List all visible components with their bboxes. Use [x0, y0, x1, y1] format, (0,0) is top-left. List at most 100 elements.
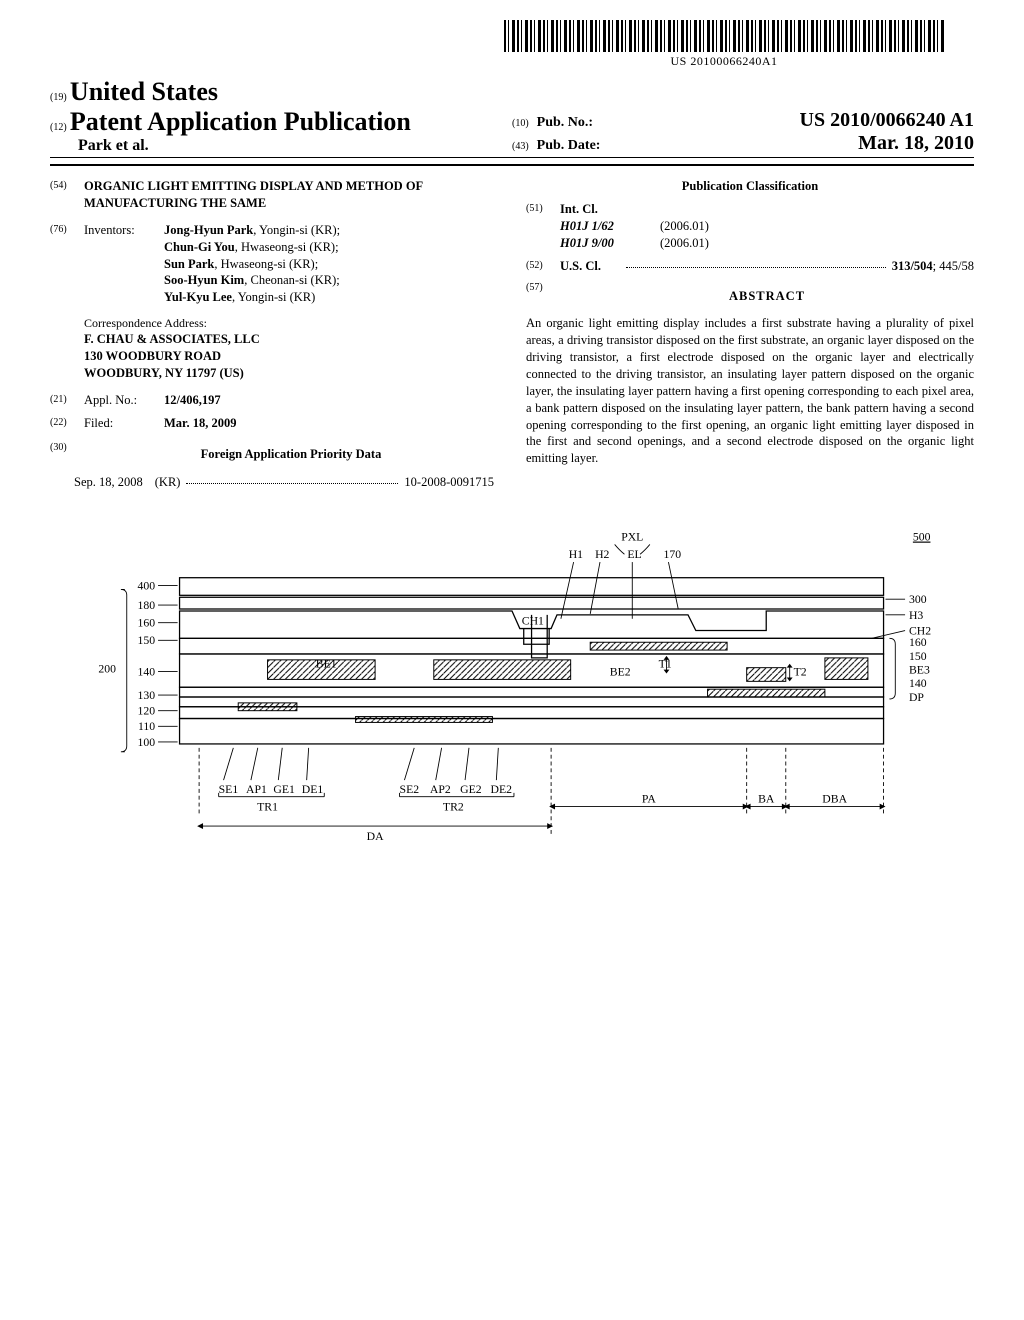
fig-tr2-se2: SE2: [400, 783, 420, 796]
fig-region-da: DA: [367, 830, 384, 843]
barcode-lines: [504, 20, 944, 52]
fig-label-300: 300: [909, 593, 927, 606]
correspondence-line: F. CHAU & ASSOCIATES, LLC: [84, 331, 498, 348]
fig-tr1-ap1: AP1: [246, 783, 267, 796]
header: (19) United States (12) Patent Applicati…: [50, 77, 974, 166]
abstract-heading-row: (57) ABSTRACT: [526, 280, 974, 309]
classification-heading: Publication Classification: [526, 178, 974, 195]
inventors-code: (76): [50, 222, 74, 306]
intcl-code: (51): [526, 201, 550, 252]
fig-tr2-ge2: GE2: [460, 783, 482, 796]
fig-tr1-ge1: GE1: [273, 783, 295, 796]
pubno-code: (10): [512, 118, 529, 129]
fig-label-r140: 140: [909, 677, 927, 690]
right-column: Publication Classification (51) Int. Cl.…: [526, 178, 974, 491]
title-code: (54): [50, 178, 74, 212]
fig-tr1-de1: DE1: [302, 783, 324, 796]
intcl-class: H01J 1/62: [560, 218, 660, 235]
svg-text:110: 110: [138, 720, 155, 733]
applno-value: 12/406,197: [164, 392, 498, 409]
svg-text:160: 160: [138, 617, 156, 630]
svg-text:120: 120: [138, 705, 156, 718]
barcode-area: US 20100066240A1: [50, 20, 974, 69]
fig-tr2-ap2: AP2: [430, 783, 451, 796]
filed-label: Filed:: [84, 415, 164, 432]
fig-label-ch1: CH1: [522, 615, 544, 628]
fig-tr1-se1: SE1: [219, 783, 239, 796]
inventor-loc: , Yongin-si (KR);: [253, 223, 340, 237]
uscl-label: U.S. Cl.: [560, 258, 620, 275]
fig-label-r150: 150: [909, 650, 927, 663]
fig-region-ba: BA: [758, 793, 775, 806]
inventor-name: Jong-Hyun Park: [164, 223, 253, 237]
figure-svg: .ln { stroke:#000; stroke-width:1.3; fil…: [62, 521, 962, 873]
fig-tr2: TR2: [443, 801, 464, 814]
applno-code: (21): [50, 392, 74, 409]
correspondence: Correspondence Address: F. CHAU & ASSOCI…: [84, 316, 498, 382]
correspondence-label: Correspondence Address:: [84, 316, 498, 331]
left-column: (54) ORGANIC LIGHT EMITTING DISPLAY AND …: [50, 178, 498, 491]
uscl-row: (52) U.S. Cl. 313/504; 445/58: [526, 258, 974, 275]
intcl-row: (51) Int. Cl. H01J 1/62(2006.01) H01J 9/…: [526, 201, 974, 252]
fig-ref-500: 500: [913, 531, 931, 544]
pubdate-code: (43): [512, 141, 529, 152]
priority-row: Sep. 18, 2008 (KR) 10-2008-0091715: [70, 474, 498, 491]
intcl-version: (2006.01): [660, 218, 709, 235]
dotfill: [186, 474, 398, 484]
correspondence-line: WOODBURY, NY 11797 (US): [84, 365, 498, 382]
fig-bracket-200: 200: [98, 663, 116, 676]
country: United States: [70, 77, 218, 106]
inventor-name: Soo-Hyun Kim: [164, 273, 244, 287]
fig-label-r160: 160: [909, 636, 927, 649]
correspondence-line: 130 WOODBURY ROAD: [84, 348, 498, 365]
priority-heading-row: (30) Foreign Application Priority Data: [50, 440, 498, 469]
filed-code: (22): [50, 415, 74, 432]
uscl-value-rest: ; 445/58: [933, 258, 974, 275]
inventors-label: Inventors:: [84, 222, 164, 306]
fig-tr1: TR1: [257, 801, 278, 814]
applno-label: Appl. No.:: [84, 392, 164, 409]
pubtype-code: (12): [50, 122, 67, 133]
inventor-loc: , Hwaseong-si (KR);: [214, 257, 318, 271]
fig-label-be2: BE2: [610, 666, 631, 679]
country-code: (19): [50, 92, 67, 103]
fig-region-pa: PA: [642, 793, 656, 806]
inventor-name: Yul-Kyu Lee: [164, 290, 232, 304]
fig-label-pxl: PXL: [621, 531, 643, 544]
fig-label-dp: DP: [909, 691, 924, 704]
applno-row: (21) Appl. No.: 12/406,197: [50, 392, 498, 409]
abstract-heading: ABSTRACT: [560, 288, 974, 305]
fig-label-be1: BE1: [316, 658, 337, 671]
inventor-loc: , Yongin-si (KR): [232, 290, 315, 304]
fig-label-170: 170: [664, 548, 682, 561]
publication-type: Patent Application Publication: [70, 107, 411, 136]
inventor-loc: , Cheonan-si (KR);: [244, 273, 339, 287]
svg-text:100: 100: [138, 736, 156, 749]
fig-left-labels: 400 180 160 150 140 130 120 110 100: [138, 580, 156, 749]
priority-date: Sep. 18, 2008: [74, 474, 143, 491]
svg-text:180: 180: [138, 599, 156, 612]
pubno-label: Pub. No.:: [537, 115, 593, 131]
intcl-version: (2006.01): [660, 235, 709, 252]
abstract-text: An organic light emitting display includ…: [526, 315, 974, 467]
fig-label-el: EL: [627, 548, 641, 561]
barcode-text: US 20100066240A1: [504, 54, 944, 69]
figure: .ln { stroke:#000; stroke-width:1.3; fil…: [50, 521, 974, 877]
pubdate-label: Pub. Date:: [537, 138, 601, 154]
fig-tr2-de2: DE2: [490, 783, 512, 796]
title-row: (54) ORGANIC LIGHT EMITTING DISPLAY AND …: [50, 178, 498, 212]
body-columns: (54) ORGANIC LIGHT EMITTING DISPLAY AND …: [50, 178, 974, 491]
fig-label-h3: H3: [909, 609, 923, 622]
fig-label-h1: H1: [569, 548, 583, 561]
inventor-name: Chun-Gi You: [164, 240, 235, 254]
priority-code: (30): [50, 440, 74, 469]
svg-text:130: 130: [138, 689, 156, 702]
svg-text:140: 140: [138, 666, 156, 679]
uscl-code: (52): [526, 258, 550, 275]
uscl-value-bold: 313/504: [892, 258, 933, 275]
fig-region-dba: DBA: [822, 793, 847, 806]
priority-country: (KR): [155, 474, 181, 491]
pubno-value: US 2010/0066240 A1: [800, 109, 974, 132]
filed-row: (22) Filed: Mar. 18, 2009: [50, 415, 498, 432]
inventors-row: (76) Inventors: Jong-Hyun Park, Yongin-s…: [50, 222, 498, 306]
